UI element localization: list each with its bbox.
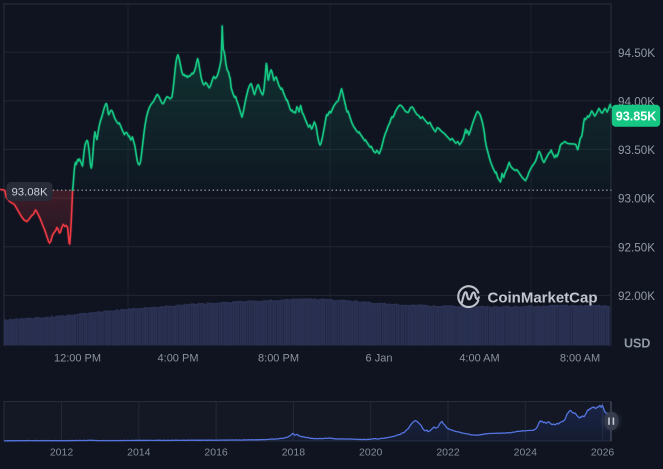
svg-text:94.50K: 94.50K: [618, 47, 655, 60]
svg-text:92.00K: 92.00K: [618, 290, 655, 303]
svg-text:4:00 AM: 4:00 AM: [459, 353, 499, 365]
svg-text:USD: USD: [624, 337, 650, 351]
svg-text:2020: 2020: [359, 447, 383, 459]
svg-text:2012: 2012: [50, 447, 74, 459]
svg-text:93.00K: 93.00K: [618, 193, 655, 206]
svg-text:93.85K: 93.85K: [616, 109, 657, 123]
svg-text:CoinMarketCap: CoinMarketCap: [488, 289, 598, 306]
svg-text:8:00 AM: 8:00 AM: [560, 353, 600, 365]
svg-text:8:00 PM: 8:00 PM: [258, 353, 299, 365]
svg-text:2024: 2024: [514, 447, 538, 459]
svg-text:12:00 PM: 12:00 PM: [54, 353, 101, 365]
svg-text:93.08K: 93.08K: [11, 187, 48, 199]
svg-text:2018: 2018: [282, 447, 306, 459]
svg-text:2026: 2026: [591, 447, 615, 459]
svg-text:6 Jan: 6 Jan: [366, 353, 393, 365]
svg-text:2022: 2022: [436, 447, 460, 459]
svg-text:4:00 PM: 4:00 PM: [158, 353, 199, 365]
svg-text:2016: 2016: [204, 447, 228, 459]
svg-text:2014: 2014: [127, 447, 151, 459]
svg-text:93.50K: 93.50K: [618, 144, 655, 157]
svg-text:92.50K: 92.50K: [618, 241, 655, 254]
